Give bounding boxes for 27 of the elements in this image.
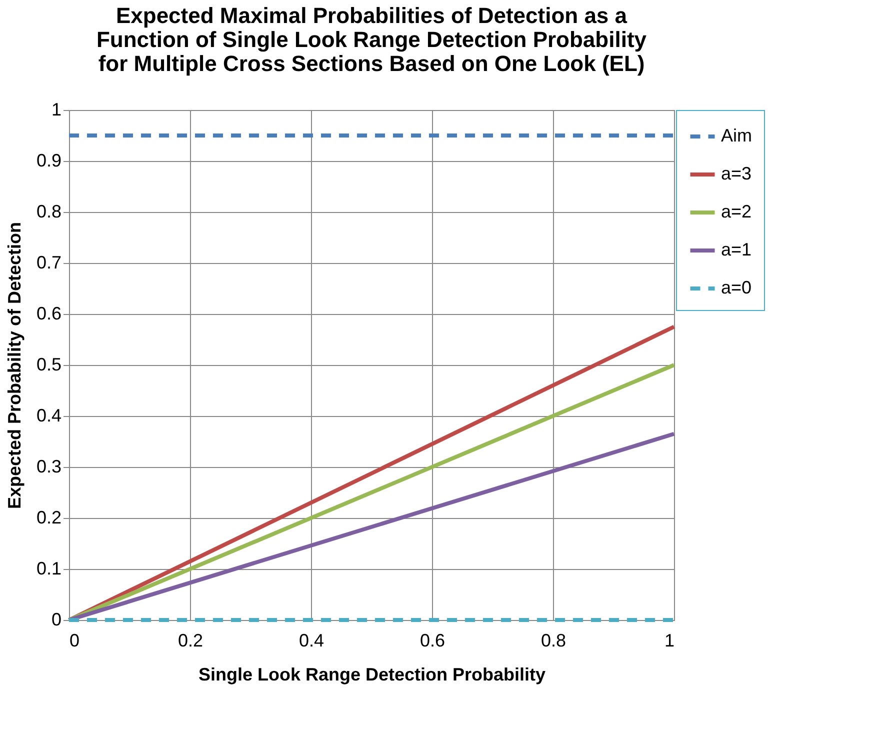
y-tick-label: 0.5 [36,354,62,374]
y-tick-label: 0.8 [36,202,62,222]
y-tick-label: 0.4 [36,406,62,426]
x-tick-label: 0.6 [420,630,446,650]
legend-label: a=0 [721,278,752,298]
y-tick-label: 0.1 [36,558,62,578]
y-tick-label: 0.6 [36,304,62,324]
x-tick-label: 0.8 [540,630,566,650]
x-tick-label: 1 [664,630,674,650]
x-axis-title: Single Look Range Detection Probability [198,664,546,684]
y-tick-label: 0.3 [36,456,62,476]
y-tick-label: 0.9 [36,150,62,170]
x-tick-label: 0.2 [178,630,204,650]
y-tick-label: 0.7 [36,252,62,272]
text: for Multiple Cross Sections Based on One Look (EL) [98,51,645,76]
legend-label: a=2 [721,202,752,222]
x-tick-label: 0.4 [298,630,324,650]
text: Expected Maximal Probabilities of Detection as a [116,3,628,28]
text: Function of Single Look Range Detection Probability [96,27,647,52]
legend-label: a=1 [721,240,752,260]
y-tick-label: 1 [51,100,62,120]
legend-label: Aim [721,126,752,146]
legend-label: a=3 [721,164,752,184]
x-tick-label: 0 [70,630,80,650]
y-tick-label: 0.2 [36,508,62,528]
y-tick-label: 0 [51,610,62,630]
y-axis-title: Expected Probability of Detection [4,222,24,510]
